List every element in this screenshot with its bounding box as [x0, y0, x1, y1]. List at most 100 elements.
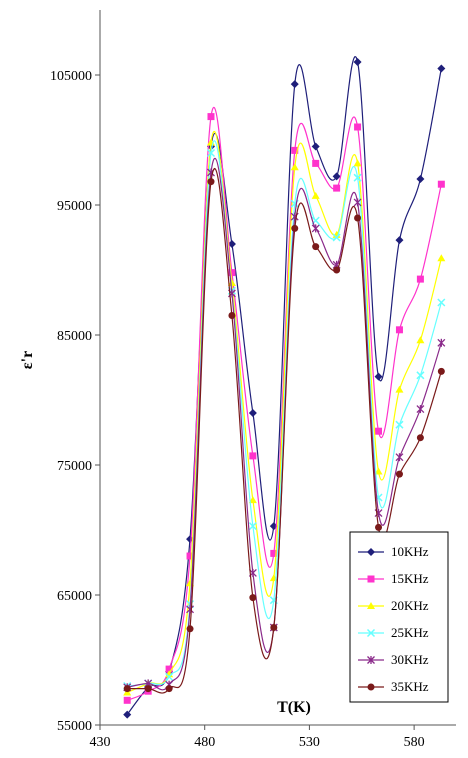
- data-point: [437, 367, 445, 375]
- data-point: [249, 452, 257, 460]
- data-point: [395, 326, 403, 334]
- legend-label: 20KHz: [391, 598, 429, 613]
- y-tick-label: 85000: [57, 329, 92, 344]
- legend-label: 10KHz: [391, 544, 429, 559]
- data-point: [207, 113, 215, 121]
- data-point: [290, 80, 299, 89]
- data-point: [333, 184, 341, 192]
- y-tick-label: 105000: [50, 69, 92, 84]
- x-tick-label: 480: [194, 735, 215, 750]
- series-35KHz: [123, 168, 445, 694]
- x-tick-label: 430: [90, 735, 111, 750]
- data-point: [354, 214, 362, 222]
- legend: 10KHz 15KHz 20KHz 25KHz 30KHz 35KHz: [349, 531, 449, 703]
- data-point: [332, 233, 341, 242]
- legend-marker: [367, 683, 375, 691]
- y-tick-label: 75000: [57, 459, 92, 474]
- legend-label: 30KHz: [391, 652, 429, 667]
- data-point: [207, 178, 215, 186]
- legend-item: 20KHz: [358, 598, 429, 613]
- data-point: [248, 496, 257, 504]
- data-point: [395, 236, 404, 245]
- legend-item: 15KHz: [358, 571, 429, 586]
- legend-item: 35KHz: [358, 679, 429, 694]
- data-point: [395, 420, 404, 429]
- data-point: [395, 385, 404, 393]
- data-point: [123, 696, 131, 704]
- data-point: [249, 594, 257, 602]
- data-point: [374, 372, 383, 381]
- data-point: [353, 58, 362, 66]
- data-point: [186, 625, 194, 633]
- data-point: [353, 198, 362, 207]
- data-point: [123, 710, 132, 719]
- data-point: [270, 624, 278, 631]
- data-point: [437, 298, 446, 307]
- data-point: [206, 148, 216, 158]
- legend-label: 15KHz: [391, 571, 429, 586]
- data-point: [270, 549, 278, 557]
- data-point: [375, 427, 383, 435]
- data-point: [186, 605, 195, 614]
- data-point: [437, 338, 446, 347]
- data-point: [291, 146, 299, 154]
- legend-item: 30KHz: [358, 652, 429, 667]
- legend-marker: [367, 656, 375, 664]
- data-point: [311, 142, 320, 151]
- data-point: [290, 163, 299, 171]
- data-point: [248, 409, 257, 417]
- x-tick-label: 580: [404, 735, 425, 750]
- data-point: [291, 224, 299, 232]
- x-tick-label: 530: [299, 735, 320, 750]
- legend-marker: [367, 602, 375, 609]
- data-point: [228, 269, 236, 277]
- legend-label: 35KHz: [391, 679, 429, 694]
- data-point: [165, 685, 173, 693]
- data-point: [416, 405, 425, 414]
- data-point: [144, 685, 152, 693]
- data-point: [354, 123, 362, 131]
- legend-marker: [367, 575, 375, 583]
- data-point: [437, 64, 446, 73]
- data-point: [416, 275, 424, 283]
- y-tick-label: 65000: [57, 589, 92, 604]
- data-point: [416, 434, 424, 442]
- data-point: [333, 266, 341, 274]
- y-axis-ticks: 55000 65000 75000 85000 95000 105000: [50, 69, 100, 734]
- legend-marker: [367, 548, 375, 556]
- data-point: [437, 180, 445, 188]
- x-axis-title: T(K): [277, 699, 311, 716]
- y-tick-label: 55000: [57, 719, 92, 734]
- series-layer: [123, 56, 446, 719]
- legend-item: 10KHz: [358, 544, 429, 559]
- data-point: [227, 240, 236, 248]
- legend-label: 25KHz: [391, 625, 429, 640]
- series-line: [127, 168, 442, 694]
- data-point: [311, 224, 320, 233]
- data-point: [312, 243, 320, 251]
- data-point: [228, 312, 236, 319]
- data-point: [375, 523, 383, 531]
- data-point: [353, 159, 362, 167]
- data-point: [248, 522, 257, 531]
- legend-item: 25KHz: [358, 625, 429, 640]
- data-point: [395, 453, 404, 462]
- data-point: [416, 371, 425, 380]
- data-point: [395, 470, 403, 478]
- data-point: [123, 685, 131, 693]
- data-point: [165, 672, 174, 681]
- data-point: [416, 175, 425, 183]
- y-tick-label: 95000: [57, 199, 92, 214]
- y-axis-title: ε'r: [19, 351, 36, 369]
- data-point: [165, 665, 173, 673]
- data-point: [437, 254, 446, 262]
- data-point: [353, 173, 362, 182]
- data-point: [312, 159, 320, 167]
- data-point: [186, 552, 194, 560]
- data-point: [311, 191, 320, 199]
- x-axis-ticks: 430 480 530 580: [90, 725, 425, 750]
- data-point: [332, 172, 341, 181]
- data-point: [227, 279, 236, 286]
- legend-box: [349, 531, 449, 703]
